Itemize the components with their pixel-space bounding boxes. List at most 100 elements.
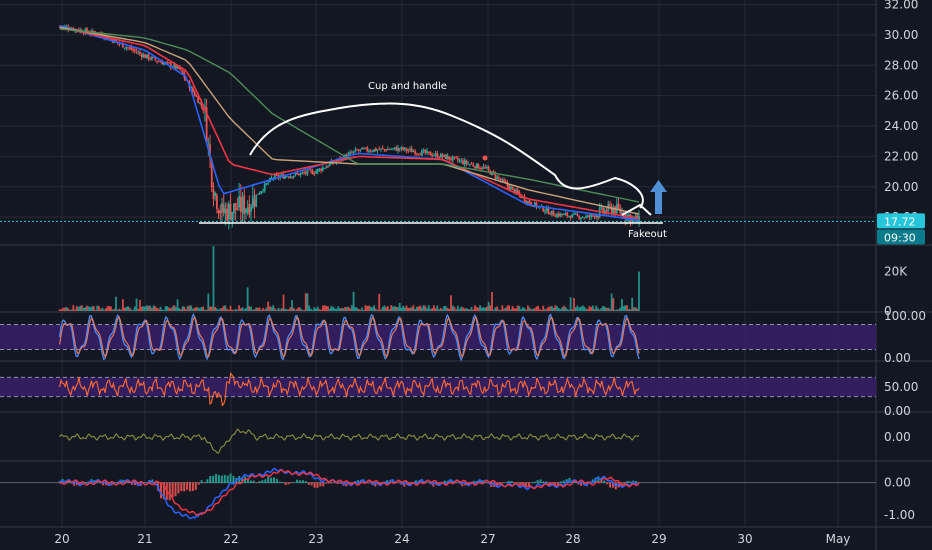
volume-bar — [545, 308, 548, 311]
macd-histogram-bar — [559, 481, 562, 484]
candle-body — [366, 147, 369, 152]
candle-body — [412, 151, 415, 153]
candle-body — [516, 189, 519, 193]
candle-body — [253, 199, 256, 207]
cup-curve — [249, 102, 644, 209]
candle-body — [258, 193, 261, 195]
macd-histogram-bar — [432, 482, 435, 487]
volume-bar — [376, 309, 379, 311]
macd-histogram-bar — [556, 482, 559, 486]
candle-body — [154, 57, 157, 61]
candle-body — [482, 166, 485, 169]
volume-bar — [181, 306, 184, 311]
signal-dot — [482, 155, 488, 161]
macd-histogram-bar — [232, 475, 235, 484]
volume-bar — [621, 298, 623, 311]
candle-body — [621, 211, 623, 215]
volume-bar — [581, 305, 584, 311]
macd-histogram-bar — [113, 482, 116, 484]
volume-bar — [263, 309, 266, 311]
candle-body — [125, 47, 128, 49]
volume-bar — [378, 293, 381, 311]
volume-bar — [277, 307, 280, 311]
candle-body — [386, 149, 389, 151]
candle-body — [407, 150, 410, 152]
candle-body — [385, 149, 387, 151]
candle-body — [574, 213, 577, 215]
macd-histogram-bar — [246, 478, 249, 484]
candle-body — [415, 153, 418, 155]
volume-bar — [503, 308, 505, 311]
macd-histogram-bar — [226, 475, 229, 484]
volume-bar — [632, 307, 635, 311]
candle-body — [315, 171, 317, 174]
candle-body — [436, 153, 439, 158]
candle-body — [224, 208, 227, 214]
candle-body — [547, 208, 550, 215]
candle-body — [395, 147, 398, 151]
volume-bar — [72, 305, 75, 311]
macd-histogram-bar — [498, 482, 501, 487]
macd-histogram-bar — [522, 482, 525, 487]
volume-bar — [414, 309, 417, 311]
candle-body — [291, 176, 293, 178]
macd-histogram-bar — [501, 482, 504, 484]
macd-histogram-bar — [162, 482, 165, 500]
volume-bar — [400, 307, 403, 311]
rsi-tick-label: 0.00 — [884, 404, 911, 418]
candle-body — [321, 167, 324, 171]
price-tick-label: 22.00 — [884, 149, 918, 163]
volume-bar — [433, 305, 435, 311]
candle-body — [245, 209, 247, 214]
macd-histogram-bar — [264, 479, 267, 484]
candle-body — [578, 216, 581, 219]
macd-histogram-bar — [171, 482, 174, 498]
candle-body — [168, 62, 170, 64]
macd-histogram-bar — [102, 482, 105, 486]
candle-body — [246, 207, 249, 213]
candle-body — [573, 213, 575, 215]
candle-body — [475, 163, 478, 169]
candle-body — [236, 208, 239, 210]
volume-bar — [323, 305, 326, 311]
volume-bar — [137, 308, 140, 311]
candle-body — [262, 190, 264, 192]
candle-body — [424, 149, 427, 154]
stochastic-d-line — [59, 315, 640, 359]
volume-bar — [492, 309, 495, 311]
candle-body — [579, 217, 582, 220]
volume-bar — [96, 305, 99, 311]
volume-bar — [231, 309, 234, 311]
candle-body — [588, 215, 591, 217]
volume-bar — [335, 308, 338, 311]
candle-body — [323, 168, 326, 169]
volume-bar — [284, 308, 287, 311]
candle-body — [267, 182, 270, 184]
candle-body — [486, 167, 488, 168]
volume-bar — [291, 300, 293, 311]
volume-bar — [499, 309, 502, 311]
volume-bar — [535, 306, 538, 311]
candle-body — [383, 148, 386, 150]
candle-body — [110, 38, 112, 40]
volume-bar — [369, 306, 372, 311]
candle-body — [128, 47, 131, 49]
macd-histogram-bar — [484, 482, 487, 484]
x-tick-label: 23 — [308, 532, 323, 546]
macd-histogram-bar — [513, 482, 516, 484]
candle-body — [219, 210, 222, 214]
candle-body — [544, 211, 546, 213]
macd-histogram-bar — [626, 480, 629, 484]
macd-histogram-bar — [322, 482, 325, 487]
candle-body — [350, 152, 353, 154]
volume-bar — [246, 287, 249, 311]
macd-histogram-bar — [278, 481, 281, 484]
volume-bar — [614, 309, 616, 311]
volume-bar — [615, 309, 618, 311]
volume-bar — [139, 299, 141, 311]
candle-body — [212, 189, 215, 200]
volume-bar — [185, 309, 188, 311]
candle-body — [284, 176, 287, 179]
